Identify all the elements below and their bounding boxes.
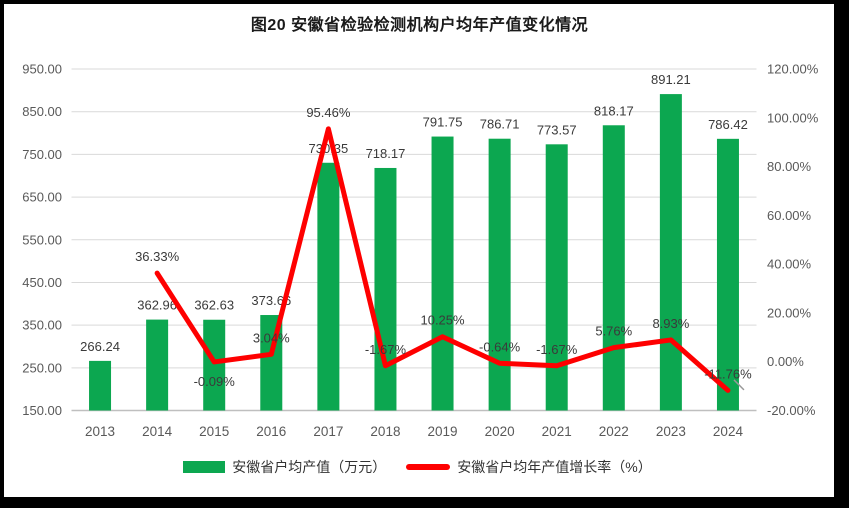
legend-item-bar-series: 安徽省户均产值（万元） [183,457,386,477]
left-axis-tick-label: 250.00 [22,360,62,375]
bar-value-label-2013: 266.24 [80,339,120,354]
left-axis-tick-label: 750.00 [22,147,62,162]
bar-value-label-2014: 362.96 [137,298,177,313]
bar-2024 [716,138,739,411]
x-axis-label: 2017 [313,424,343,439]
legend-label-bar-series: 安徽省户均产值（万元） [232,459,387,475]
growth-rate-label-2024: -11.76% [704,366,752,381]
x-axis-label: 2022 [599,424,629,439]
right-axis-tick-label: 20.00% [767,305,812,320]
left-axis-tick-label: 150.00 [22,403,62,418]
chart-title: 图20 安徽省检验检测机构户均年产值变化情况 [250,17,589,34]
right-axis-tick-label: 100.00% [767,110,819,125]
left-axis-tick-label: 850.00 [22,104,62,119]
growth-rate-label-2015: -0.09% [194,374,236,389]
bar-value-label-2023: 891.21 [651,72,691,87]
growth-rate-label-2020: -0.64% [479,339,521,354]
bar-value-label-2020: 786.71 [480,117,520,132]
chart-legend: 安徽省户均产值（万元） 安徽省户均年产值增长率（%） [0,457,835,477]
left-axis-tick-label: 650.00 [22,190,62,205]
right-axis-tick-label: 80.00% [767,159,812,174]
bar-2020 [488,138,511,411]
right-axis-tick-label: 60.00% [767,208,812,223]
growth-rate-label-2017: 95.46% [306,105,351,120]
growth-rate-label-2018: -1.67% [365,342,407,357]
x-axis-label: 2014 [142,424,173,439]
bar-value-label-2016: 373.66 [251,293,291,308]
bar-2017 [317,162,340,411]
right-axis-tick-label: 0.00% [767,354,804,369]
bar-2015 [203,319,226,411]
right-axis-tick-label: 120.00% [767,62,819,77]
x-axis-label: 2015 [199,424,229,439]
bar-2014 [146,319,169,411]
left-axis-tick-label: 550.00 [22,232,62,247]
right-axis-tick-label: 40.00% [767,257,812,272]
growth-rate-label-2019: 10.25% [420,313,465,328]
legend-label-line-series: 安徽省户均年产值增长率（%） [457,459,652,475]
x-axis-label: 2021 [542,424,572,439]
growth-rate-label-2022: 5.76% [595,324,632,339]
bar-2023 [659,94,682,411]
growth-rate-label-2014: 36.33% [135,249,180,264]
left-axis-tick-label: 350.00 [22,318,62,333]
bar-value-label-2017: 730.35 [308,141,348,156]
leader-line [733,379,745,391]
bar-series-swatch-icon [183,461,226,473]
left-axis-tick-label: 450.00 [22,275,62,290]
bar-2019 [431,136,454,411]
bar-value-label-2015: 362.63 [194,298,234,313]
growth-rate-label-2016: 3.04% [253,330,290,345]
bar-value-label-2021: 773.57 [537,122,577,137]
line-series-swatch-icon [406,464,451,470]
right-axis-tick-label: -20.00% [767,403,816,418]
x-axis-label: 2023 [656,424,686,439]
bar-2018 [374,167,397,411]
growth-rate-label-2023: 8.93% [652,316,689,331]
legend-item-line-series: 安徽省户均年产值增长率（%） [406,457,652,477]
bar-2013 [89,360,112,411]
growth-rate-line [154,126,731,393]
x-axis-label: 2018 [370,424,400,439]
x-axis-label: 2020 [485,424,515,439]
bar-value-label-2019: 791.75 [423,115,463,130]
x-axis-label: 2016 [256,424,286,439]
left-axis-tick-label: 950.00 [22,62,62,77]
bar-value-label-2024: 786.42 [708,117,748,132]
bar-value-label-2022: 818.17 [594,103,634,118]
bar-2021 [545,144,568,411]
growth-rate-label-2021: -1.67% [536,342,578,357]
x-axis-label: 2013 [85,424,115,439]
x-axis-label: 2019 [428,424,458,439]
x-axis-label: 2024 [713,424,744,439]
bar-value-label-2018: 718.17 [366,146,406,161]
bar-2022 [602,125,625,411]
